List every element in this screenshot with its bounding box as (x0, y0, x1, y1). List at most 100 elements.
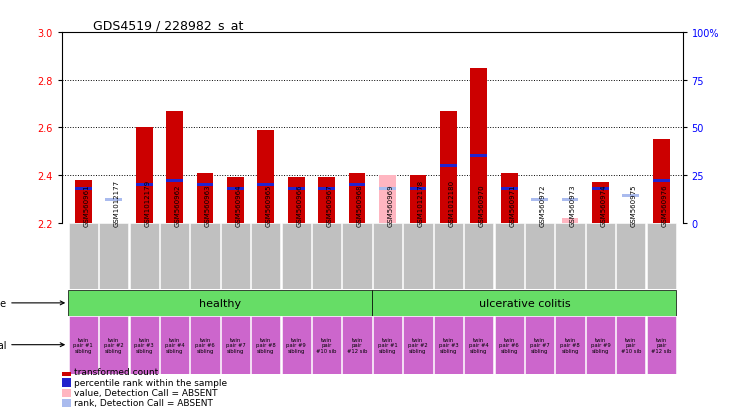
Text: GSM1012180: GSM1012180 (448, 179, 454, 226)
Bar (258, 131, 274, 223)
Bar (373, 316, 402, 374)
Text: twin
pair #8
sibling: twin pair #8 sibling (256, 337, 276, 353)
Bar (227, 178, 244, 223)
Text: twin
pair
#12 sib: twin pair #12 sib (347, 337, 367, 353)
Bar (318, 188, 335, 190)
Bar (105, 199, 122, 202)
Bar (62, 399, 72, 407)
Text: GSM560968: GSM560968 (357, 184, 363, 226)
Bar (470, 155, 487, 158)
Bar (464, 316, 493, 374)
Bar (62, 389, 72, 397)
Text: twin
pair #9
sibling: twin pair #9 sibling (286, 337, 306, 353)
Text: GDS4519 / 228982_s_at: GDS4519 / 228982_s_at (93, 19, 243, 32)
Bar (75, 188, 92, 190)
Bar (251, 223, 280, 289)
Bar (623, 195, 639, 198)
Text: percentile rank within the sample: percentile rank within the sample (74, 377, 227, 387)
Bar (592, 188, 609, 190)
Text: twin
pair
#12 sib: twin pair #12 sib (651, 337, 672, 353)
Bar (501, 188, 518, 190)
Bar (470, 69, 487, 223)
Bar (525, 316, 554, 374)
Bar (372, 290, 677, 316)
Text: GSM560967: GSM560967 (327, 184, 333, 226)
Text: transformed count: transformed count (74, 367, 158, 376)
Bar (191, 223, 220, 289)
Text: GSM560963: GSM560963 (205, 184, 211, 226)
Text: GSM560962: GSM560962 (174, 184, 180, 226)
Bar (342, 316, 372, 374)
Text: twin
pair #7
sibling: twin pair #7 sibling (226, 337, 245, 353)
Text: GSM560969: GSM560969 (388, 184, 393, 226)
Bar (130, 223, 159, 289)
Bar (561, 218, 578, 223)
Text: twin
pair #7
sibling: twin pair #7 sibling (530, 337, 550, 353)
Text: disease state: disease state (0, 298, 64, 308)
Text: twin
pair
#10 sib: twin pair #10 sib (620, 337, 641, 353)
Text: GSM560972: GSM560972 (539, 184, 545, 226)
Text: GSM560961: GSM560961 (83, 184, 89, 226)
Bar (561, 199, 578, 202)
Text: GSM1012179: GSM1012179 (145, 179, 150, 226)
Bar (196, 173, 213, 223)
Bar (282, 316, 311, 374)
Text: GSM1012177: GSM1012177 (114, 179, 120, 226)
Bar (592, 183, 609, 223)
Bar (166, 180, 183, 183)
Bar (258, 184, 274, 186)
Bar (653, 180, 669, 183)
Bar (288, 188, 304, 190)
Text: value, Detection Call = ABSENT: value, Detection Call = ABSENT (74, 388, 218, 397)
Text: GSM1012178: GSM1012178 (418, 179, 424, 226)
Text: twin
pair #8
sibling: twin pair #8 sibling (560, 337, 580, 353)
Bar (440, 112, 457, 223)
Text: individual: individual (0, 340, 64, 350)
Text: twin
pair #3
sibling: twin pair #3 sibling (439, 337, 458, 353)
Bar (349, 184, 366, 186)
Bar (62, 378, 72, 387)
Bar (62, 368, 72, 376)
Bar (349, 173, 366, 223)
Text: twin
pair #1
sibling: twin pair #1 sibling (377, 337, 397, 353)
Bar (166, 112, 183, 223)
Bar (647, 316, 676, 374)
Bar (434, 316, 463, 374)
Bar (318, 178, 335, 223)
Text: GSM560974: GSM560974 (601, 184, 607, 226)
Bar (191, 316, 220, 374)
Bar (160, 223, 189, 289)
Bar (434, 223, 463, 289)
Text: twin
pair
#10 sib: twin pair #10 sib (317, 337, 337, 353)
Bar (531, 199, 548, 202)
Bar (379, 188, 396, 190)
Text: GSM560973: GSM560973 (570, 184, 576, 226)
Bar (69, 223, 98, 289)
Bar (68, 290, 372, 316)
Text: twin
pair #9
sibling: twin pair #9 sibling (591, 337, 610, 353)
Text: GSM560975: GSM560975 (631, 184, 637, 226)
Text: GSM560970: GSM560970 (479, 184, 485, 226)
Bar (288, 178, 304, 223)
Bar (653, 140, 669, 223)
Bar (251, 316, 280, 374)
Bar (75, 180, 92, 223)
Bar (501, 173, 518, 223)
Bar (196, 184, 213, 186)
Text: rank, Detection Call = ABSENT: rank, Detection Call = ABSENT (74, 399, 213, 407)
Text: twin
pair #2
sibling: twin pair #2 sibling (408, 337, 428, 353)
Bar (440, 165, 457, 167)
Bar (312, 223, 342, 289)
Bar (410, 176, 426, 223)
Bar (282, 223, 311, 289)
Bar (464, 223, 493, 289)
Bar (647, 223, 676, 289)
Text: GSM560971: GSM560971 (510, 184, 515, 226)
Bar (525, 223, 554, 289)
Text: GSM560965: GSM560965 (266, 184, 272, 226)
Bar (130, 316, 159, 374)
Bar (136, 184, 153, 186)
Text: twin
pair #3
sibling: twin pair #3 sibling (134, 337, 154, 353)
Bar (99, 223, 128, 289)
Bar (404, 223, 433, 289)
